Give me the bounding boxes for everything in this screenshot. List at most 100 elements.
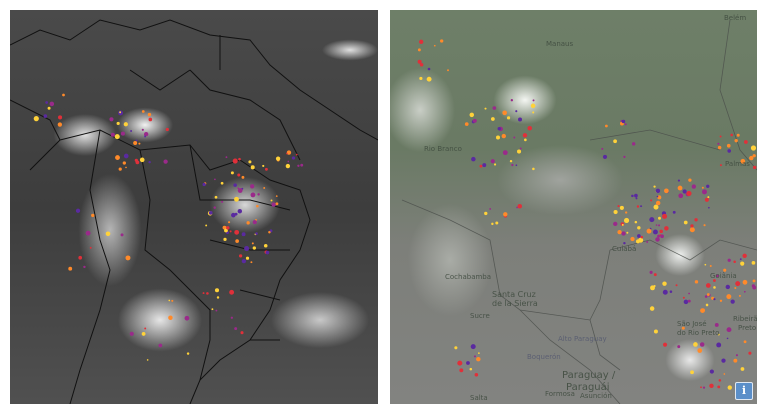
lightning-strike [646,228,652,234]
lightning-strike [717,385,721,389]
lightning-strike [220,181,224,185]
lightning-strike [287,160,290,163]
lightning-strike [223,237,227,241]
lightning-strike [85,230,91,236]
lightning-strike [653,204,659,210]
lightning-strike [637,226,641,230]
lightning-strike [105,231,111,237]
lightning-strike [655,237,660,242]
lightning-strike [262,164,265,168]
lightning-strike [621,231,626,236]
lightning-strike [234,327,238,331]
lightning-strike [125,166,127,169]
lightning-strike [659,229,663,234]
lightning-strike [653,273,657,277]
lightning-strike [139,157,145,163]
lightning-strike [714,323,719,327]
lightning-strike [250,184,255,189]
lightning-strike [649,270,653,274]
lightning-strike [664,188,669,194]
lightning-strike [652,229,658,235]
lightning-strike [727,385,732,390]
satellite-map-left[interactable] [10,10,378,404]
lightning-strike [291,156,296,160]
lightning-strike [91,213,95,218]
lightning-strike [495,221,499,225]
lightning-strike [234,229,240,235]
lightning-strike [471,156,476,162]
lightning-strike [202,292,205,295]
lightning-strike [214,178,216,181]
lightning-strike [743,290,746,293]
lightning-strike [492,106,497,110]
lightning-strike [205,224,208,227]
region-borders [401,19,757,404]
lightning-strike [459,368,464,373]
lightning-strike [251,242,254,245]
lightning-strike [634,220,638,224]
info-button[interactable]: i [735,382,753,400]
lightning-strike [233,183,237,187]
lightning-strike [532,111,535,114]
lightning-strike [740,158,746,164]
city-label-goiania: Goiânia [710,272,737,280]
lightning-strike [742,253,747,258]
lightning-strike [678,193,684,199]
lightning-strike [752,154,756,158]
lightning-strike [509,159,513,163]
lightning-strike [230,171,234,175]
lightning-strike [245,256,250,260]
lightning-strike [229,230,232,233]
lightning-strike [662,281,667,286]
lightning-strike [752,165,757,170]
lightning-strike [202,182,206,187]
lightning-strike [116,121,120,126]
lightning-strike [623,155,626,159]
lightning-strike [285,163,291,169]
lightning-strike [657,234,661,238]
lightning-strike [613,209,618,215]
lightning-strike [168,299,171,302]
lightning-strike [522,133,528,138]
lightning-strike [649,306,655,311]
lightning-strike [457,360,463,366]
lightning-strike [727,258,731,262]
lightning-strike [511,163,514,167]
lightning-strike [717,145,722,150]
lightning-strike [234,196,239,202]
satellite-map-right[interactable]: Belém Manaus Rio Branco Palmas Cuiabá Go… [390,10,757,404]
lightning-strike [750,145,757,151]
lightning-strike [123,122,128,127]
lightning-strike [129,331,134,336]
lightning-strike [489,208,492,210]
lightning-strike [740,367,745,371]
lightning-strike [646,240,649,243]
lightning-strike [626,231,629,234]
lightning-strike [474,372,479,377]
lightning-strike [527,125,533,131]
lightning-strike [144,327,147,330]
lightning-strike [617,229,622,235]
lightning-strike [704,295,708,298]
lightning-strike [114,134,120,140]
lightning-strike [751,260,756,265]
lightning-strike [237,209,243,214]
lightning-strike [501,133,506,139]
lightning-strike [653,329,658,334]
lightning-strike [226,226,230,230]
lightning-strike [709,383,714,389]
lightning-strike [62,93,65,97]
lightning-strike [688,178,692,182]
lightning-strike [237,187,240,189]
lightning-strike [118,167,122,171]
lightning-strike [57,122,63,127]
lightning-strike [229,289,235,295]
lightning-strike [653,185,656,188]
lightning-strike [256,204,259,208]
lightning-strike [687,299,691,303]
city-label-ribeirao: Ribeirão [733,315,757,323]
lightning-strike [519,147,522,150]
lightning-strike [502,150,508,156]
lightning-strike [490,117,495,121]
lightning-strike [506,116,511,120]
